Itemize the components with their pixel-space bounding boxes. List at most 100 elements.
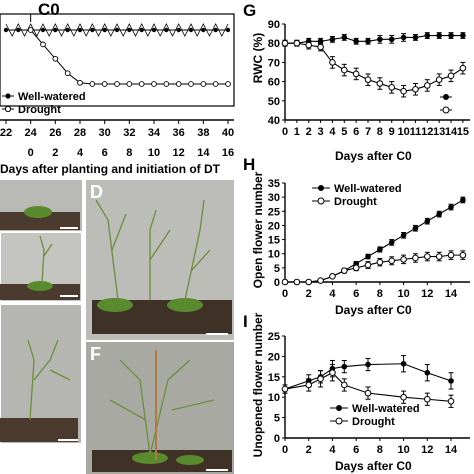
well-watered-point (353, 38, 359, 45)
drought-point (175, 81, 182, 87)
drought-point (101, 81, 108, 87)
x-tick-label: 4 (329, 444, 336, 456)
x-tick-label: 14 (445, 288, 458, 300)
x-tick-label: 16 (222, 147, 234, 159)
x-tick-label: 2 (306, 444, 312, 456)
drought-point (376, 80, 384, 87)
drought-point (447, 397, 455, 405)
panel-f-x-axis-title: Days after planting and initiation of DT (0, 162, 221, 176)
x-tick-label: 26 (49, 127, 61, 139)
well-watered-point (127, 27, 132, 33)
panel-h-x-axis-title: Days after C0 (335, 303, 412, 317)
well-watered-point (40, 27, 46, 33)
legend-well-watered-marker (5, 93, 11, 99)
well-watered-point (388, 36, 395, 43)
y-tick-label: 60 (268, 77, 280, 89)
well-watered-point (424, 218, 431, 224)
drought-point (188, 81, 194, 87)
y-tick-label: 80 (268, 38, 280, 50)
drought-point (424, 253, 431, 260)
y-tick-label: 40 (268, 115, 280, 127)
drought-point (293, 278, 301, 286)
well-watered-point (188, 27, 194, 33)
panel-i-y-axis-title: Unopened flower number (251, 312, 265, 457)
well-watered-point (400, 360, 407, 367)
well-watered-point (400, 232, 407, 239)
legend-drought-marker (442, 106, 450, 114)
drought-point (138, 81, 145, 87)
drought-point (352, 264, 360, 272)
legend-drought-label: Drought (352, 416, 395, 428)
drought-point (64, 70, 71, 77)
panel-label-h: H (243, 155, 255, 174)
drought-point (305, 41, 313, 49)
panel-g-legend (440, 94, 452, 114)
well-watered-point (365, 361, 371, 368)
well-watered-point (114, 27, 120, 33)
x-tick-label: 9 (389, 126, 395, 138)
legend-drought-marker (317, 197, 325, 205)
c0-annotation: C0 (38, 0, 60, 19)
drought-point (329, 369, 336, 377)
drought-point (77, 79, 83, 86)
y-tick-label: 10 (268, 392, 280, 404)
panel-label-g: G (243, 1, 256, 20)
drought-point (412, 254, 419, 262)
y-tick-label: 25 (268, 331, 280, 343)
x-tick-label: 8 (377, 126, 383, 138)
x-tick-label: 8 (377, 288, 383, 300)
well-watered-point (65, 27, 70, 33)
drought-point (114, 81, 120, 87)
drought-point (317, 375, 324, 383)
drought-point (281, 385, 289, 393)
legend-well-watered-marker (318, 185, 324, 191)
drought-point (412, 85, 419, 93)
panel-g-y-axis-title: RWC (%) (251, 33, 265, 83)
y-tick-label: 20 (268, 351, 280, 363)
x-tick-label: 4 (77, 147, 84, 159)
well-watered-point (317, 38, 324, 45)
plant-rosette (132, 452, 168, 464)
x-tick-label: 28 (74, 127, 86, 139)
well-watered-point (151, 27, 157, 33)
drought-point (329, 59, 336, 66)
x-tick-label: 14 (445, 444, 458, 456)
y-tick-label: 15 (268, 235, 280, 247)
y-tick-label: 25 (268, 206, 280, 218)
y-tick-label: 30 (268, 192, 280, 204)
well-watered-point (341, 34, 348, 41)
drought-point (447, 251, 455, 259)
x-tick-label: 12 (421, 444, 433, 456)
x-tick-label: 8 (377, 444, 383, 456)
panel-i-x-axis-title: Days after C0 (335, 459, 412, 473)
drought-point (388, 84, 396, 91)
x-tick-label: 12 (421, 288, 433, 300)
well-watered-point (424, 32, 431, 39)
plant-rosette (27, 281, 53, 291)
drought-point (163, 81, 170, 87)
panel-i-legend: Well-watered Drought (330, 403, 420, 428)
drought-point (225, 81, 231, 87)
well-watered-point (365, 38, 371, 45)
x-tick-label: 7 (365, 126, 371, 138)
x-tick-label: 3 (318, 126, 324, 138)
x-tick-label: 0 (282, 288, 288, 300)
y-tick-label: 0 (274, 433, 280, 445)
panel-h-legend: Well-watered Drought (312, 183, 402, 208)
panel-g-x-axis-title: Days after C0 (335, 149, 412, 163)
x-tick-label: 1 (294, 126, 300, 138)
x-tick-label: 0 (282, 444, 288, 456)
y-tick-label: 0 (274, 277, 280, 289)
drought-point (317, 43, 324, 51)
x-tick-label: 5 (341, 126, 347, 138)
well-watered-point (460, 32, 466, 39)
x-tick-label: 10 (397, 288, 409, 300)
pot-soil (0, 212, 80, 230)
legend-well-watered-label: Well-watered (18, 91, 86, 103)
y-tick-label: 5 (274, 263, 280, 275)
well-watered-point (3, 27, 9, 33)
well-watered-point (139, 27, 144, 33)
well-watered-point (448, 204, 454, 210)
legend-drought-label: Drought (18, 104, 61, 116)
y-tick-label: 10 (268, 249, 280, 261)
